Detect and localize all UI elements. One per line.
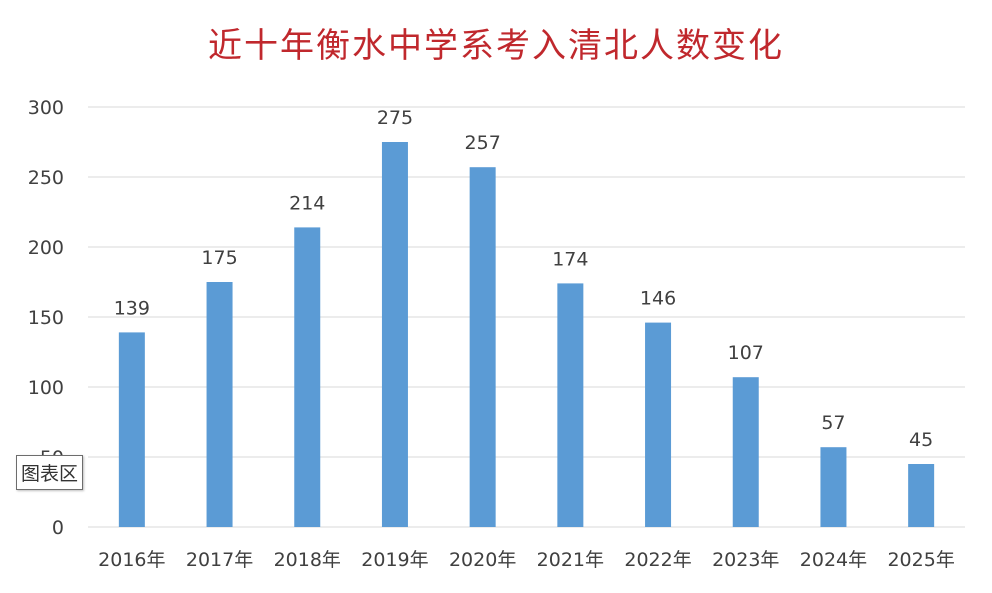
gridlines <box>88 106 965 528</box>
bar <box>118 332 145 527</box>
y-tick-label: 250 <box>28 167 64 189</box>
chart-area-tooltip: 图表区 <box>16 455 84 490</box>
data-label: 175 <box>201 247 237 269</box>
data-label: 275 <box>377 107 413 129</box>
chart-title: 近十年衡水中学系考入清北人数变化 <box>208 26 784 66</box>
x-tick-label: 2022年 <box>624 549 691 571</box>
x-tick-label: 2021年 <box>537 549 604 571</box>
data-label: 45 <box>909 429 933 451</box>
bar <box>469 167 496 527</box>
bar <box>557 283 584 527</box>
y-tick-label: 300 <box>28 97 64 119</box>
y-tick-label: 100 <box>28 377 64 399</box>
bar <box>645 322 672 527</box>
y-tick-label: 150 <box>28 307 64 329</box>
x-tick-label: 2018年 <box>274 549 341 571</box>
bar <box>820 447 847 527</box>
bar <box>381 142 408 527</box>
x-tick-label: 2025年 <box>887 549 954 571</box>
bar <box>294 227 321 527</box>
bar <box>206 282 233 527</box>
bars <box>118 142 935 527</box>
x-tick-label: 2024年 <box>800 549 867 571</box>
data-label: 214 <box>289 192 325 214</box>
data-label: 146 <box>640 288 676 310</box>
x-tick-label: 2017年 <box>186 549 253 571</box>
data-label: 139 <box>114 297 150 319</box>
data-label: 174 <box>552 248 588 270</box>
x-tick-label: 2019年 <box>361 549 428 571</box>
y-tick-label: 200 <box>28 237 64 259</box>
data-label: 257 <box>465 132 501 154</box>
bar <box>732 377 759 527</box>
x-axis-ticks: 2016年 2017年 2018年 2019年 2020年 2021年 2022年 2023年… <box>98 549 955 571</box>
bar <box>908 464 935 527</box>
data-labels: 139 175 214 275 257 174 146 107 57 45 <box>114 107 934 451</box>
data-label: 107 <box>728 342 764 364</box>
y-tick-label: 0 <box>52 517 64 539</box>
x-tick-label: 2023年 <box>712 549 779 571</box>
data-label: 57 <box>821 412 845 434</box>
x-tick-label: 2020年 <box>449 549 516 571</box>
x-tick-label: 2016年 <box>98 549 165 571</box>
